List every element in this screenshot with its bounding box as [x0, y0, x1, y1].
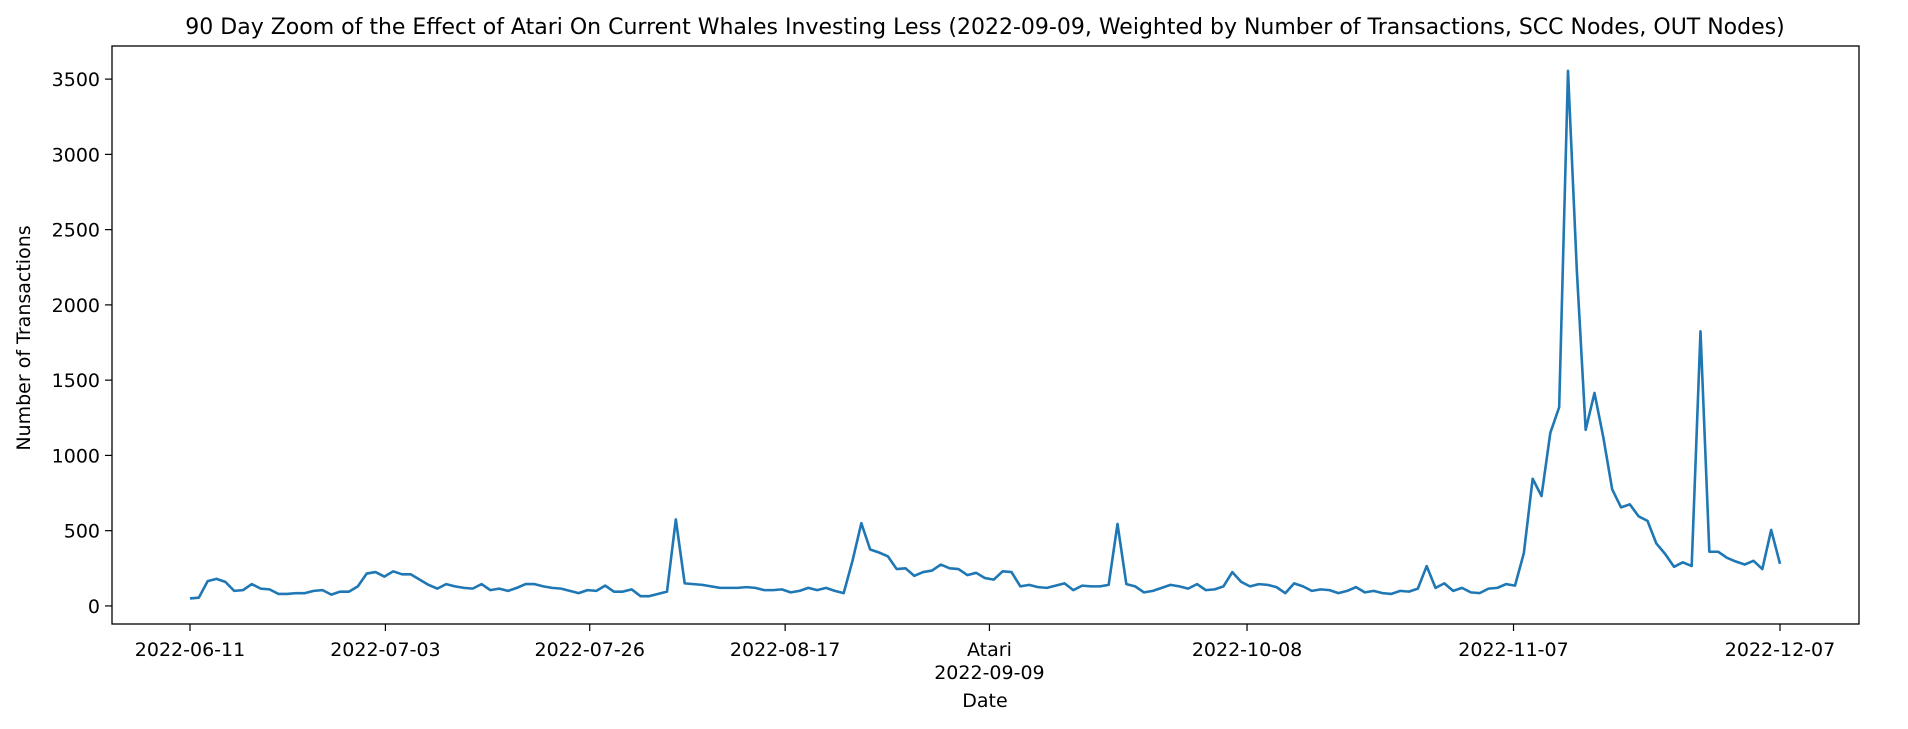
y-tick-label: 2000 — [52, 295, 100, 317]
chart-title: 90 Day Zoom of the Effect of Atari On Cu… — [185, 15, 1784, 40]
y-tick-label: 0 — [88, 596, 100, 618]
x-axis-label: Date — [962, 690, 1007, 712]
series-line — [189, 69, 1782, 600]
plot-frame — [111, 45, 1860, 625]
y-tick-label: 500 — [64, 521, 100, 543]
x-tick-label: 2022-12-07 — [1725, 639, 1835, 661]
x-tick-label: 2022-11-07 — [1458, 639, 1568, 661]
y-tick-label: 1000 — [52, 445, 100, 467]
y-tick-label: 3500 — [52, 69, 100, 91]
x-axis: 2022-06-11 2022-07-03 2022-07-26 2022-08-17… — [135, 624, 1835, 684]
y-tick-label: 3000 — [52, 144, 100, 166]
y-axis: 0 500 1000 1500 2000 2500 3000 3500 — [52, 69, 112, 618]
x-tick-label: 2022-09-09 — [934, 662, 1044, 684]
x-tick-label: 2022-07-03 — [330, 639, 440, 661]
y-tick-label: 2500 — [52, 220, 100, 242]
x-tick-label: 2022-07-26 — [535, 639, 645, 661]
x-tick-label: 2022-08-17 — [730, 639, 840, 661]
x-tick-label: 2022-10-08 — [1192, 639, 1302, 661]
event-label: Atari — [967, 639, 1012, 661]
y-tick-label: 1500 — [52, 370, 100, 392]
x-tick-label: 2022-06-11 — [135, 639, 245, 661]
y-axis-label: Number of Transactions — [13, 225, 35, 450]
